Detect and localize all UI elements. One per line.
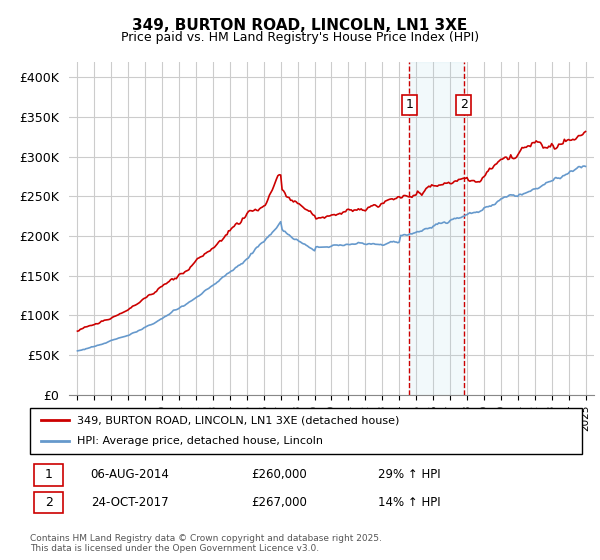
FancyBboxPatch shape [30,408,582,454]
Text: £267,000: £267,000 [251,496,307,509]
Text: £260,000: £260,000 [251,468,307,481]
Text: Contains HM Land Registry data © Crown copyright and database right 2025.
This d: Contains HM Land Registry data © Crown c… [30,534,382,553]
FancyBboxPatch shape [34,492,63,514]
Text: 29% ↑ HPI: 29% ↑ HPI [378,468,440,481]
Text: 14% ↑ HPI: 14% ↑ HPI [378,496,440,509]
Text: HPI: Average price, detached house, Lincoln: HPI: Average price, detached house, Linc… [77,436,323,446]
Bar [409,62,464,395]
Text: 1: 1 [406,99,413,111]
Text: 2: 2 [460,99,467,111]
Text: 1: 1 [45,468,53,481]
Text: Price paid vs. HM Land Registry's House Price Index (HPI): Price paid vs. HM Land Registry's House … [121,31,479,44]
Text: 24-OCT-2017: 24-OCT-2017 [91,496,169,509]
Text: 349, BURTON ROAD, LINCOLN, LN1 3XE (detached house): 349, BURTON ROAD, LINCOLN, LN1 3XE (deta… [77,415,399,425]
Text: 06-AUG-2014: 06-AUG-2014 [91,468,170,481]
Text: 2: 2 [45,496,53,509]
FancyBboxPatch shape [34,464,63,486]
Text: 349, BURTON ROAD, LINCOLN, LN1 3XE: 349, BURTON ROAD, LINCOLN, LN1 3XE [133,18,467,33]
